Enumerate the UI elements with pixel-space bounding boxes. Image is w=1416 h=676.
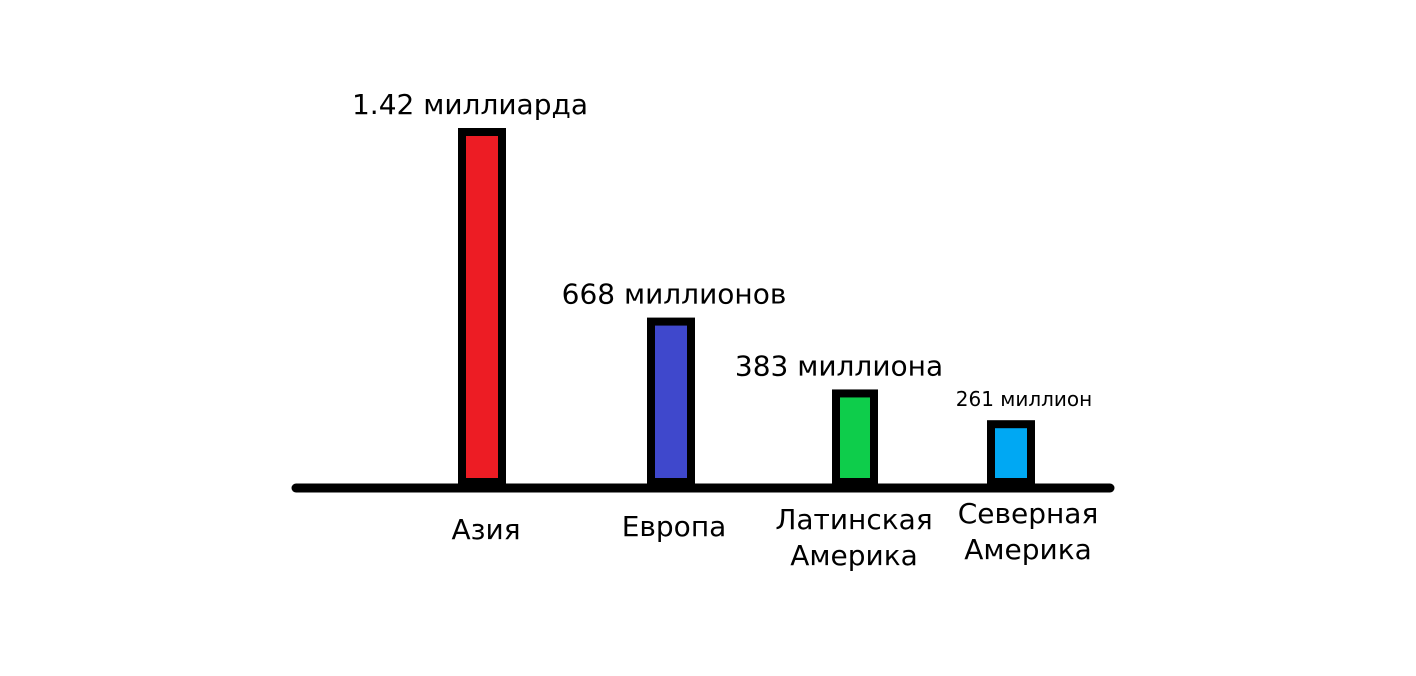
bar-3-fill [840,397,870,478]
data-label-1: 1.42 миллиарда [352,88,588,121]
bars-layer [458,128,1035,486]
data-label-4: 261 миллион [956,387,1093,411]
data-label-2: 668 миллионов [562,278,787,311]
category-label-1: Азия [451,513,520,546]
labels-layer: 1.42 миллиарда Азия 668 миллионов Европа 383… [352,88,1098,572]
category-label-4: Северная Америка [958,497,1099,566]
bar-2-fill [655,325,687,478]
category-label-2: Европа [622,510,727,543]
category-label-3: Латинская Америка [775,503,932,572]
bar-1-fill [466,136,498,478]
data-label-3: 383 миллиона [735,349,943,382]
bar-4-fill [995,428,1027,478]
